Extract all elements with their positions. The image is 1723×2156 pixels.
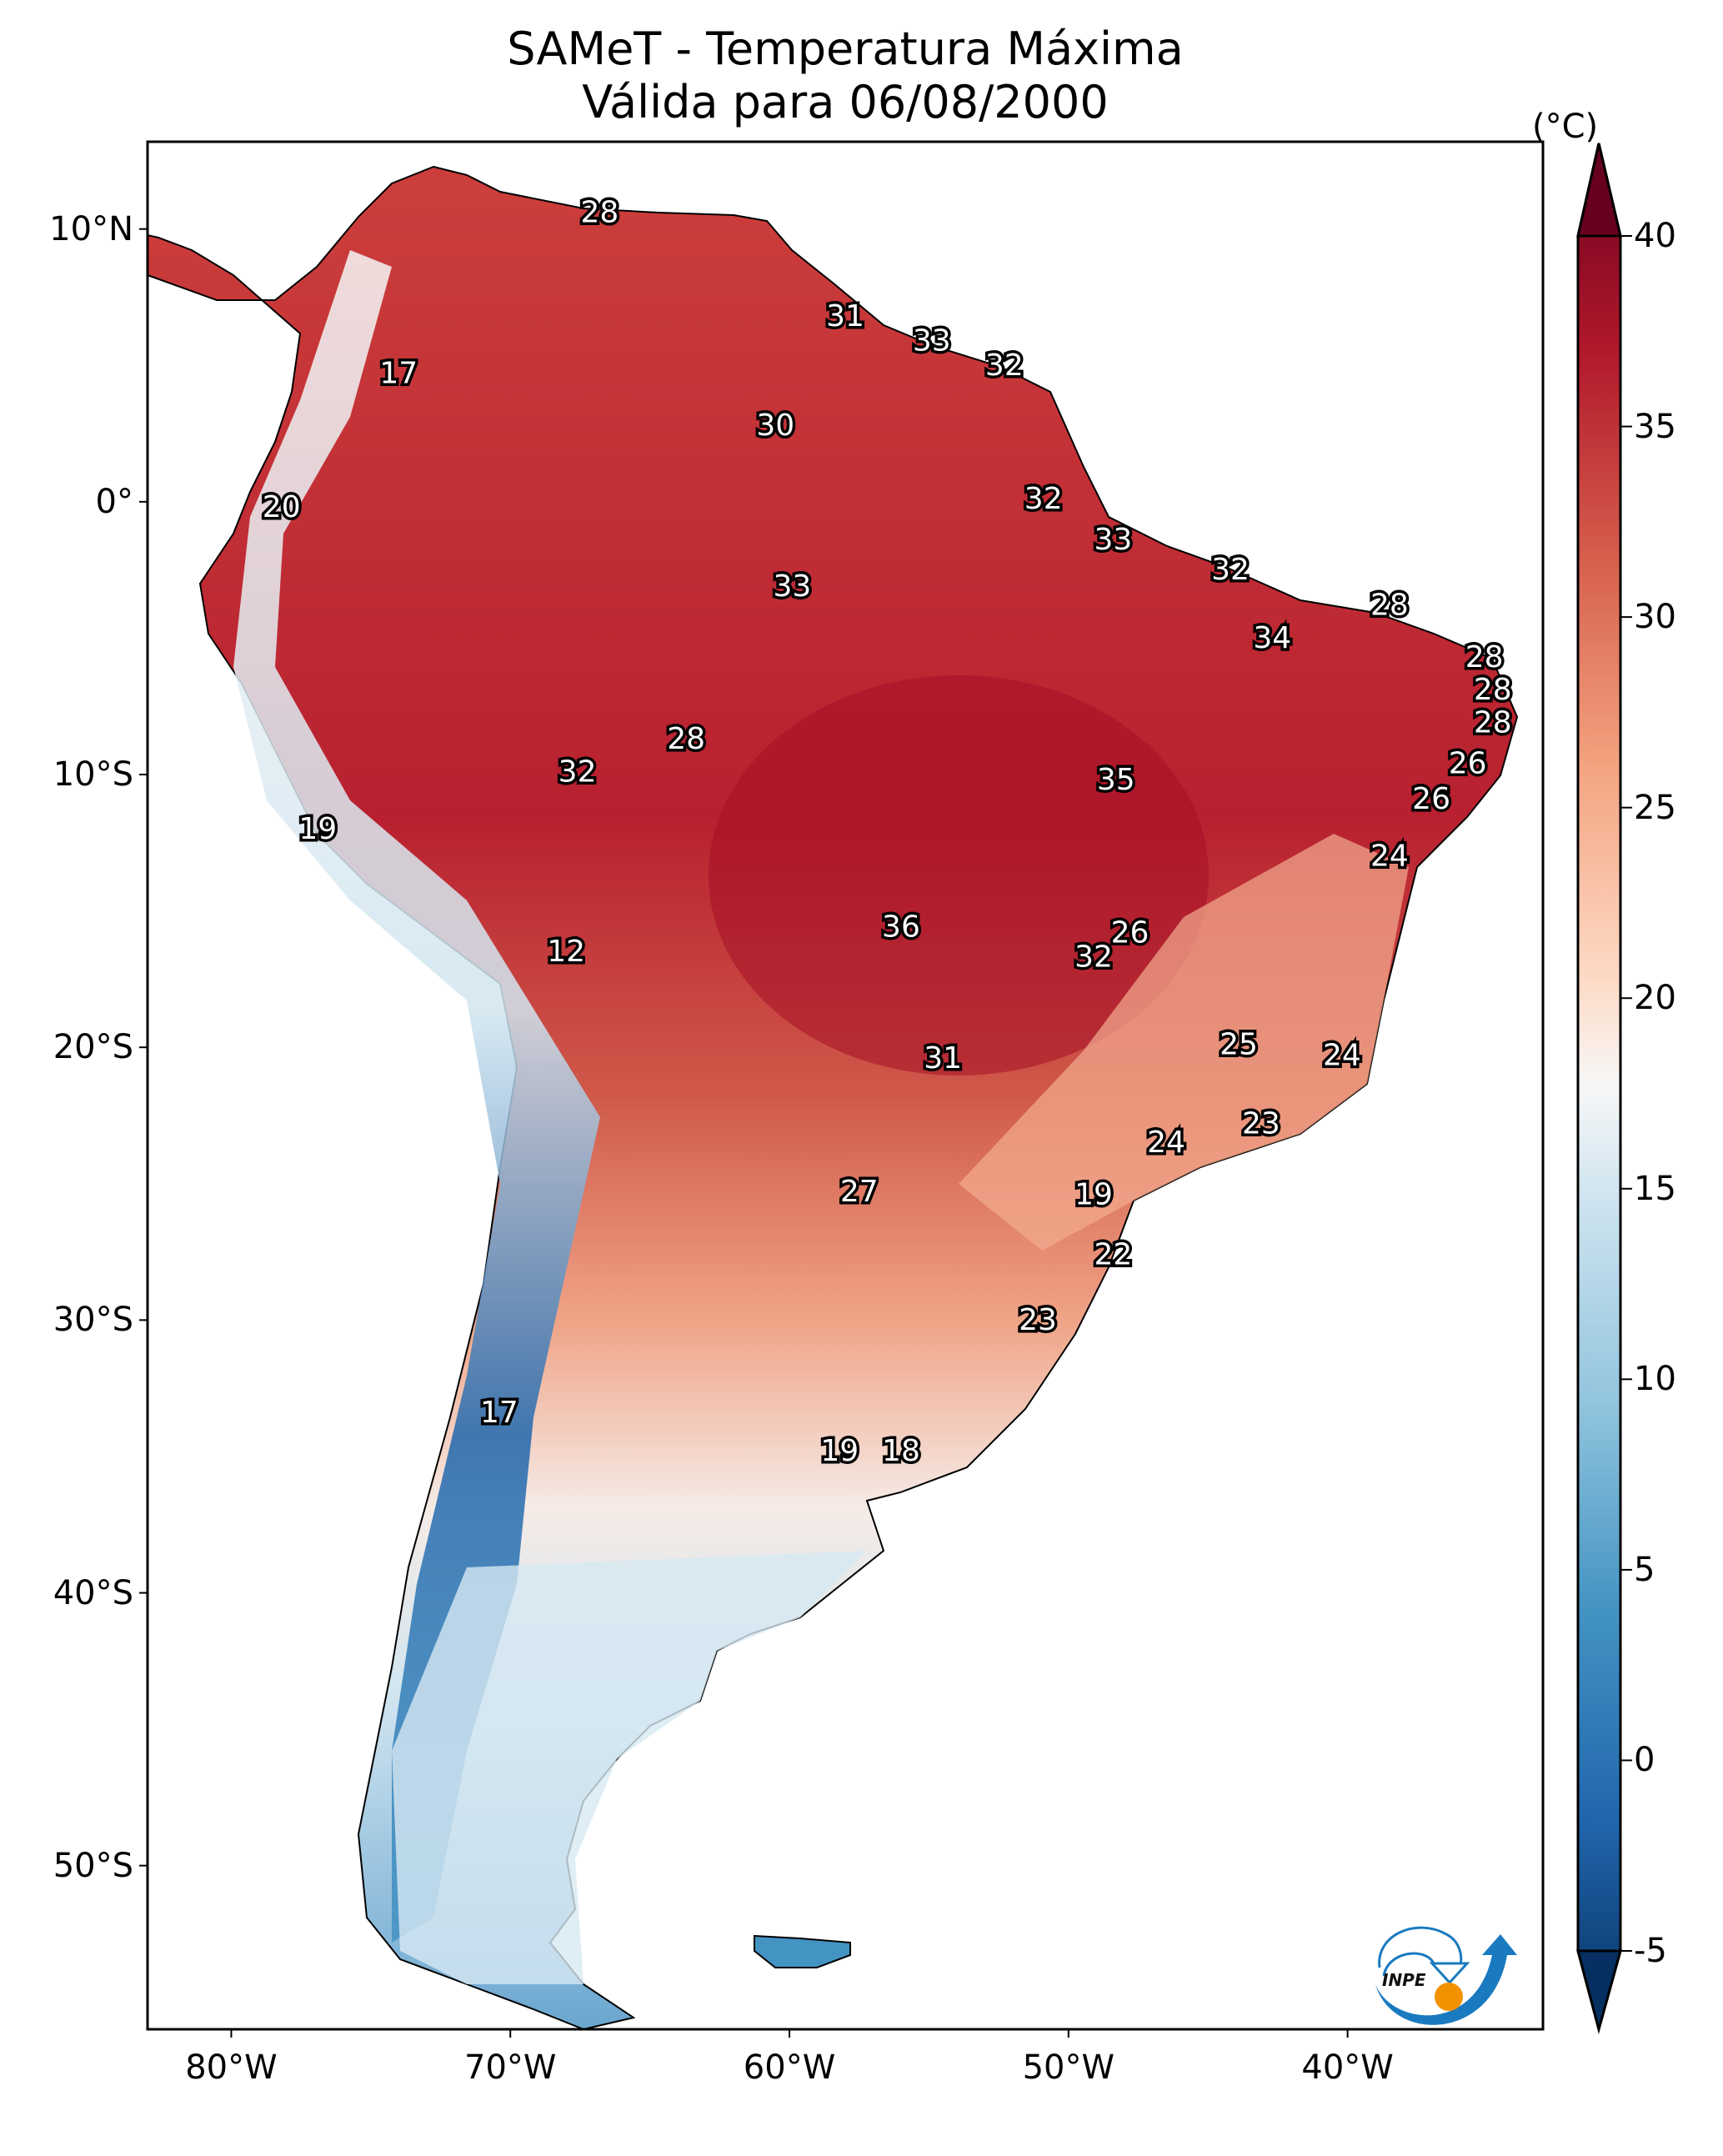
temperature-label: 33 [913, 323, 951, 358]
temperature-label: 24 [1147, 1126, 1185, 1160]
temperature-label: 28 [1474, 673, 1512, 707]
temperature-label: 24 [1323, 1039, 1361, 1073]
central-hot-region [709, 675, 1209, 1075]
temperature-label: 20 [263, 490, 301, 524]
temperature-label: 32 [558, 755, 597, 789]
temperature-label: 12 [547, 935, 585, 969]
colorbar-tick-label: -5 [1634, 1932, 1667, 1970]
colorbar-tick-label: 15 [1634, 1169, 1676, 1208]
andes-cold-region [233, 250, 600, 1943]
colorbar-unit-label: (°C) [1532, 108, 1599, 146]
x-tick-label: 60°W [743, 2048, 836, 2087]
temperature-label: 23 [1019, 1303, 1057, 1337]
temperature-label: 34 [1253, 621, 1291, 655]
colorbar-extend-min [1576, 1949, 1622, 2034]
colorbar-ticks [1620, 235, 1632, 1952]
temperature-label: 36 [882, 910, 920, 945]
colorbar-tick-label: 10 [1634, 1360, 1676, 1399]
chart-title: SAMeT - Temperatura Máxima [507, 23, 1184, 75]
temperature-label: 32 [1024, 482, 1063, 516]
temperature-label: 22 [1094, 1237, 1133, 1271]
y-tick-label: 30°S [53, 1301, 133, 1340]
logo-swirl-icon [1378, 1926, 1463, 1969]
temperature-label: 26 [1449, 746, 1487, 780]
temperature-label: 28 [1465, 640, 1504, 674]
temperature-label: 27 [840, 1175, 879, 1209]
y-tick-label: 0° [95, 482, 133, 521]
logo-down-arrow-icon [1429, 1962, 1470, 1985]
patagonia-cool-region [392, 1551, 867, 1984]
y-tick-label: 10°N [49, 209, 133, 248]
x-tick-label: 40°W [1301, 2048, 1394, 2087]
temperature-label: 32 [985, 348, 1024, 383]
temperature-label: 31 [826, 299, 864, 333]
chart-subtitle: Válida para 06/08/2000 [582, 76, 1109, 128]
logo-inner-arc-icon [1382, 1952, 1435, 1977]
temperature-label: 32 [1211, 553, 1250, 587]
x-tick-label: 50°W [1022, 2048, 1115, 2087]
temperature-label: 19 [820, 1434, 859, 1468]
temperature-label: 28 [580, 196, 619, 230]
temperature-label: 28 [1370, 589, 1409, 623]
x-tick-label: 70°W [464, 2048, 557, 2087]
temperature-label: 32 [1074, 940, 1113, 975]
inpe-logo: INPE [1375, 1926, 1517, 2025]
temperature-label: 28 [667, 722, 705, 756]
east-brazil-mild-region [959, 834, 1409, 1251]
temperature-label: 19 [1074, 1177, 1113, 1211]
temperature-label: 28 [1474, 705, 1512, 740]
x-tick-label: 80°W [185, 2048, 278, 2087]
temperature-label: 17 [480, 1396, 518, 1430]
temperature-label: 30 [756, 409, 794, 443]
colorbar-tick-label: 0 [1634, 1741, 1655, 1780]
y-tick-label: 20°S [53, 1028, 133, 1067]
temperature-label: 26 [1111, 915, 1150, 950]
colorbar-tick-label: 25 [1634, 788, 1676, 827]
temperature-label: 18 [882, 1434, 920, 1468]
temperature-label: 31 [924, 1041, 962, 1075]
temperature-label: 23 [1242, 1106, 1280, 1141]
colorbar [1576, 143, 1632, 2034]
colorbar-tick-label: 35 [1634, 407, 1676, 446]
colorbar-extend-max [1576, 143, 1622, 238]
temperature-label: 26 [1412, 782, 1450, 816]
colorbar-tick-label: 40 [1634, 217, 1676, 255]
map-area [148, 165, 1519, 2029]
colorbar-tick-label: 5 [1634, 1550, 1655, 1589]
temperature-label: 17 [379, 357, 418, 391]
y-axis-ticks [139, 228, 148, 1867]
colorbar-tick-label: 20 [1634, 979, 1676, 1018]
temperature-label: 33 [773, 569, 811, 604]
y-tick-label: 50°S [53, 1846, 133, 1885]
logo-up-arrow-icon [1375, 1934, 1517, 2025]
y-tick-label: 40°S [53, 1573, 133, 1612]
x-axis-ticks [230, 2029, 1349, 2038]
temperature-label: 19 [298, 812, 337, 846]
temperature-label: 33 [1094, 523, 1133, 557]
logo-sun-icon [1435, 1983, 1463, 2011]
colorbar-tick-label: 30 [1634, 598, 1676, 637]
temperature-label: 35 [1097, 763, 1135, 797]
logo-text: INPE [1382, 1970, 1426, 1990]
colorbar-body [1576, 143, 1622, 2034]
temperature-label: 25 [1220, 1027, 1258, 1061]
falkland-islands [754, 1934, 851, 1968]
temperature-label: 24 [1370, 840, 1409, 874]
map-frame [146, 140, 1545, 2031]
y-tick-label: 10°S [53, 755, 133, 795]
